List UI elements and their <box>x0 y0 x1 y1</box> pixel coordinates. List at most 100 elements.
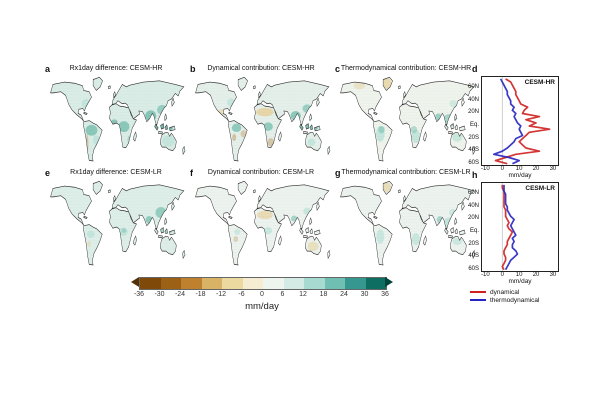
colorbar-tick-label: -6 <box>238 291 245 298</box>
colorbar-segment <box>201 278 222 289</box>
y-tick-label: 60S <box>468 265 479 272</box>
colorbar-segment <box>345 278 366 289</box>
x-tick-label: 20 <box>532 166 540 172</box>
legend-label: thermodynamical <box>490 296 540 304</box>
colorbar-segment <box>160 278 181 289</box>
zonal-plot-h: CESM-LR <box>481 182 559 272</box>
panel-b: b Dynamical contribution: CESM-HR <box>190 64 332 166</box>
series-thermodynamical <box>503 184 519 271</box>
colorbar-right-arrow <box>385 277 393 287</box>
panel-letter: f <box>190 168 193 178</box>
colorbar-left-arrow <box>131 277 139 287</box>
colorbar-segment <box>181 278 202 289</box>
y-tick-label: 60S <box>468 159 479 166</box>
legend-item: thermodynamical <box>470 296 540 304</box>
panel-g: g Thermodynamical contribution: CESM-LR <box>335 168 477 270</box>
colorbar-segment <box>304 278 325 289</box>
world-map-f <box>195 180 331 266</box>
world-map-a <box>50 76 186 162</box>
panel-title-text: Rx1day difference: CESM-LR <box>70 169 162 176</box>
panel-a-title: a Rx1day difference: CESM-HR <box>45 64 187 75</box>
series-thermodynamical <box>492 78 524 165</box>
panel-letter: h <box>472 170 478 180</box>
colorbar-tick-label: 12 <box>299 291 307 298</box>
panel-g-title: g Thermodynamical contribution: CESM-LR <box>335 168 477 179</box>
y-tick-label: 40N <box>467 96 479 103</box>
colorbar-segment <box>140 278 161 289</box>
y-tick-label: 20S <box>468 240 479 247</box>
panel-c-title: c Thermodynamical contribution: CESM-HR <box>335 64 477 75</box>
zonal-title-d: CESM-HR <box>524 79 555 86</box>
y-tick-label: 40S <box>468 253 479 260</box>
colorbar-segment <box>365 278 386 289</box>
x-tick-label: 20 <box>532 272 540 278</box>
panel-title-text: Thermodynamical contribution: CESM-LR <box>341 169 471 176</box>
colorbar-tick-label: 24 <box>340 291 348 298</box>
panel-title-text: Thermodynamical contribution: CESM-HR <box>340 65 472 72</box>
colorbar-label: mm/day <box>245 301 279 312</box>
zonal-lines-d <box>492 77 551 165</box>
colorbar-tick-label: 6 <box>280 291 285 298</box>
panel-e: e Rx1day difference: CESM-LR <box>45 168 187 270</box>
colorbar-tick-label: -30 <box>154 291 165 298</box>
x-tick-label: -10 <box>481 166 490 172</box>
panel-a: a Rx1day difference: CESM-HR <box>45 64 187 166</box>
y-tick-label: Eq. <box>469 122 479 129</box>
colorbar-tick-label: -12 <box>215 291 227 298</box>
panel-title-text: Dynamical contribution: CESM-HR <box>207 65 315 72</box>
y-tick-label: 60N <box>467 84 479 91</box>
x-tick-label: 30 <box>549 272 557 278</box>
panel-f: f Dynamical contribution: CESM-LR <box>190 168 332 270</box>
legend-line-swatch <box>470 291 486 293</box>
zonal-xlabel-h: mm/day <box>508 278 532 285</box>
panel-title-text: Dynamical contribution: CESM-LR <box>207 169 315 176</box>
colorbar-tick-label: 36 <box>381 291 389 298</box>
line-legend: dynamical thermodynamical <box>470 288 540 304</box>
panel-letter: g <box>335 168 341 178</box>
zonal-plot-d: CESM-HR <box>481 76 559 166</box>
series-dynamical <box>501 184 514 271</box>
y-tick-label: 20N <box>467 109 479 116</box>
y-tick-label: 20N <box>467 215 479 222</box>
colorbar-tick-label: -36 <box>133 291 145 298</box>
world-map-g <box>340 180 476 266</box>
x-tick-label: 10 <box>515 166 523 172</box>
legend-item: dynamical <box>470 288 540 296</box>
x-tick-label: 0 <box>500 272 504 278</box>
colorbar-segment <box>242 278 263 289</box>
y-tick-label: 40S <box>468 147 479 154</box>
panel-c: c Thermodynamical contribution: CESM-HR <box>335 64 477 166</box>
colorbar-segments <box>139 277 387 290</box>
colorbar-tick-label: 18 <box>319 291 328 298</box>
colorbar-tick-label: -18 <box>195 291 206 298</box>
zonal-xlabel-d: mm/day <box>508 172 532 179</box>
x-tick-label: 30 <box>549 166 557 172</box>
y-tick-label: 20S <box>468 134 479 141</box>
y-tick-label: 40N <box>467 202 479 209</box>
panel-letter: a <box>45 64 51 74</box>
panel-letter: b <box>190 64 196 74</box>
colorbar-tick-label: 30 <box>360 291 369 298</box>
panel-letter: d <box>472 64 478 74</box>
colorbar-segment <box>222 278 243 289</box>
x-tick-label: -10 <box>481 272 490 278</box>
x-tick-label: 0 <box>500 166 504 172</box>
legend-label: dynamical <box>490 288 520 296</box>
panel-h: h CESM-LR 60N 40N 20N Eq. 20S 40S 60S -10 0 10 20… <box>450 170 570 304</box>
panel-f-title: f Dynamical contribution: CESM-LR <box>190 168 332 179</box>
colorbar-segment <box>283 278 304 289</box>
colorbar-segment <box>263 278 284 289</box>
x-tick-label: 10 <box>515 272 523 278</box>
world-map-b <box>195 76 331 162</box>
panel-d: d CESM-HR 60N 40N 20N Eq. 20S 40S 60S -10 0 10 20… <box>450 64 570 179</box>
world-map-c <box>340 76 476 162</box>
y-tick-label: 60N <box>467 190 479 197</box>
panel-e-title: e Rx1day difference: CESM-LR <box>45 168 187 179</box>
zonal-lines-h <box>501 183 519 271</box>
colorbar-segment <box>324 278 345 289</box>
colorbar-tick-label: -24 <box>174 291 186 298</box>
zonal-title-h: CESM-LR <box>525 185 555 192</box>
panel-letter: e <box>45 168 51 178</box>
series-dynamical <box>494 78 551 165</box>
